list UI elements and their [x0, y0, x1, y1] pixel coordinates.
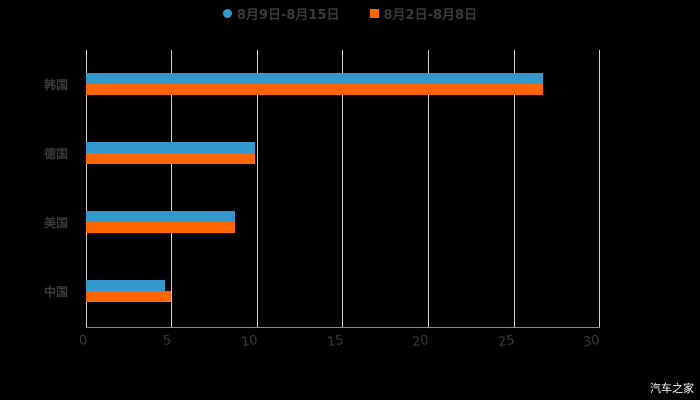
bar-usa-series2[interactable] [86, 222, 235, 233]
legend-item-series2[interactable]: 8月2日-8月8日 [369, 4, 478, 23]
gridline [86, 50, 87, 327]
gridline [257, 50, 258, 327]
x-axis-line [86, 327, 600, 328]
gridline [171, 50, 172, 327]
x-tick-label: 10 [240, 333, 259, 351]
category-label: 德国 [44, 147, 69, 161]
x-tick-label: 25 [497, 333, 516, 351]
x-tick-label: 20 [411, 333, 430, 351]
category-label: 韩国 [44, 78, 69, 92]
bar-korea-series1[interactable] [86, 73, 543, 84]
gridline [342, 50, 343, 327]
bar-usa-series1[interactable] [86, 211, 235, 222]
gridline [428, 50, 429, 327]
bar-china-series1[interactable] [86, 280, 165, 291]
category-label: 美国 [44, 216, 69, 230]
bar-korea-series2[interactable] [86, 84, 543, 95]
bar-china-series2[interactable] [86, 291, 171, 302]
x-tick-label: 0 [78, 333, 89, 350]
bar-germany-series1[interactable] [86, 142, 255, 153]
gridline [514, 50, 515, 327]
chart-legend: 8月9日-8月15日 8月2日-8月8日 [0, 3, 700, 23]
legend-item-series1[interactable]: 8月9日-8月15日 [222, 4, 340, 23]
legend-label: 8月9日-8月15日 [236, 7, 340, 23]
bar-germany-series2[interactable] [86, 153, 255, 164]
x-tick-label: 30 [582, 333, 601, 351]
gridline [599, 50, 600, 327]
x-tick-label: 5 [162, 333, 173, 350]
category-label: 中国 [44, 285, 69, 299]
legend-marker-circle-icon [222, 8, 232, 18]
legend-marker-square-icon [369, 8, 379, 18]
watermark: 汽车之家 [650, 382, 694, 395]
x-tick-label: 15 [326, 333, 345, 351]
legend-label: 8月2日-8月8日 [383, 7, 478, 23]
